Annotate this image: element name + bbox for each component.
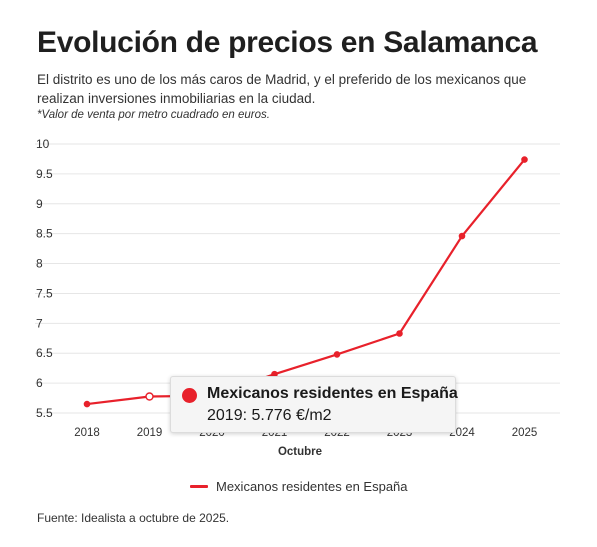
tooltip-series-dot (182, 388, 197, 403)
legend-line-swatch (190, 485, 208, 488)
chart-note: *Valor de venta por metro cuadrado en eu… (37, 109, 270, 121)
legend-label: Mexicanos residentes en España (216, 479, 408, 494)
y-tick-label: 7 (36, 316, 43, 330)
y-tick-label: 6.5 (36, 346, 53, 360)
x-tick-label: 2019 (137, 427, 163, 439)
y-tick-label: 8.5 (36, 227, 53, 241)
data-tooltip: Mexicanos residentes en España 2019: 5.7… (170, 376, 458, 433)
data-point (333, 351, 341, 358)
data-point (521, 156, 528, 163)
x-axis-label: Octubre (278, 446, 322, 458)
y-tick-label: 5.5 (36, 406, 53, 420)
chart-subtitle: El distrito es uno de los más caros de M… (37, 72, 527, 106)
y-tick-label: 7.5 (36, 286, 53, 300)
legend-item[interactable]: Mexicanos residentes en España (190, 479, 408, 494)
tooltip-series-name: Mexicanos residentes en España (207, 385, 458, 402)
data-point (83, 400, 91, 408)
y-tick-label: 10 (36, 137, 50, 151)
tooltip-value: 2019: 5.776 €/m2 (207, 407, 332, 424)
y-tick-label: 9.5 (36, 167, 53, 181)
x-tick-label: 2018 (74, 427, 100, 439)
grid-lines (35, 143, 560, 414)
series-line (86, 158, 526, 406)
y-tick-label: 6 (36, 376, 43, 390)
data-point-highlighted (145, 392, 154, 401)
data-point (458, 232, 466, 240)
x-tick-label: 2025 (512, 427, 538, 439)
data-point (396, 330, 403, 337)
series-layer (83, 156, 528, 408)
chart-title: Evolución de precios en Salamanca (37, 26, 538, 59)
y-tick-label: 8 (36, 257, 43, 271)
y-tick-label: 9 (36, 197, 43, 211)
y-axis: 5.5 6 6.5 7 7.5 8 8.5 9 9.5 10 (36, 137, 53, 420)
source-note: Fuente: Idealista a octubre de 2025. (37, 511, 230, 525)
